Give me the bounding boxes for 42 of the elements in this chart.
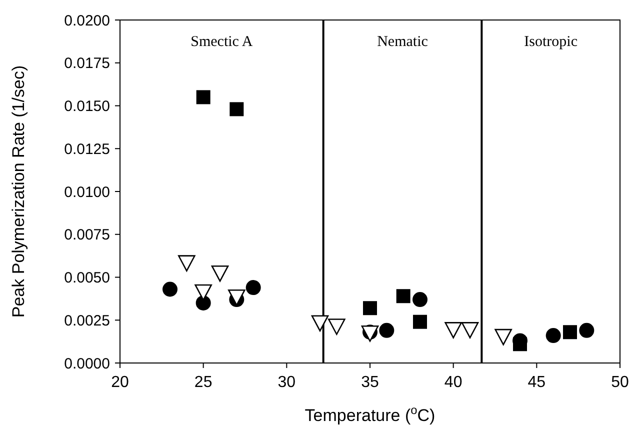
point [328,318,346,335]
annotation: Smectic A [190,34,253,50]
point [228,289,246,306]
x-tick-label: 20 [111,374,129,391]
annotation: Nematic [377,34,428,50]
point [178,255,196,272]
x-tick-label: 30 [278,374,296,391]
point [444,322,462,338]
point [546,328,561,344]
x-axis-title: Temperature ($^{o}$C) [304,403,436,425]
x-tick-label: 40 [444,374,462,391]
y-tick-label: 0.0075 [64,226,110,244]
point [413,314,427,329]
point [396,289,410,304]
y-tick-label: 0.0200 [64,12,110,30]
point [162,282,178,297]
point [412,292,428,308]
point [246,280,261,296]
x-tick-label: 50 [611,374,629,391]
y-tick-label: 0.0025 [64,312,110,330]
point [363,301,377,316]
annotation: Isotropic [524,34,578,50]
point [494,328,512,346]
point [563,325,577,340]
point [311,315,329,332]
y-tick-label: 0.0175 [64,55,110,72]
point [230,102,244,116]
point [196,90,210,104]
y-tick-label: 0.0000 [64,355,110,372]
point [379,322,394,338]
x-tick-label: 25 [194,374,212,391]
point [461,322,479,338]
y-tick-label: 0.0050 [64,270,110,286]
point [196,295,211,310]
point [579,322,594,338]
y-axis-title: Peak Polymerization Rate (1/sec) [9,65,28,318]
y-tick-label: 0.0150 [64,98,110,115]
point [211,265,229,282]
y-tick-label: 0.0100 [64,184,110,201]
x-tick-label: 35 [361,374,379,391]
y-tick-label: 0.0125 [64,140,110,158]
x-tick-label: 45 [528,374,546,391]
